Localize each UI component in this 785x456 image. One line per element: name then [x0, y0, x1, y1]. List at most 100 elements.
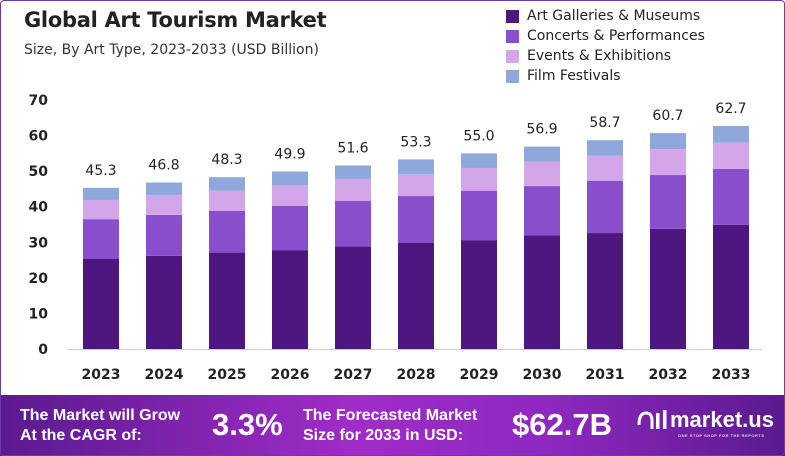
x-tick-label: 2032 [649, 367, 688, 383]
y-tick-label: 70 [29, 93, 49, 109]
legend-swatch [506, 49, 519, 63]
legend-item: Art Galleries & Museums [506, 6, 705, 26]
bar-segment-2026-s2 [272, 185, 308, 207]
bar-segment-2025-s1 [209, 210, 245, 253]
cagr-value: 3.3% [212, 407, 283, 442]
bar-segment-2032-s3 [650, 133, 686, 150]
x-tick-label: 2026 [271, 367, 310, 383]
legend-label: Concerts & Performances [527, 28, 705, 44]
bar-segment-2030-s1 [524, 186, 560, 236]
y-tick-label: 0 [38, 342, 48, 358]
bar-segment-2032-s1 [650, 175, 686, 229]
bar-segment-2032-s2 [650, 149, 686, 176]
data-label: 49.9 [274, 146, 305, 162]
legend-swatch [506, 29, 519, 43]
bar-segment-2031-s2 [587, 155, 623, 181]
forecast-label-line: The Forecasted Market [303, 407, 478, 424]
y-tick-label: 30 [29, 235, 49, 251]
data-label: 51.6 [337, 140, 368, 156]
bar-segment-2023-s1 [83, 219, 119, 260]
cagr-label-line: The Market will Grow [20, 407, 181, 424]
bar-segment-2027-s2 [335, 178, 371, 202]
legend-label: Events & Exhibitions [527, 48, 671, 64]
bar-segment-2028-s1 [398, 196, 434, 243]
bar-segment-2031-s1 [587, 180, 623, 234]
legend-swatch [506, 9, 519, 23]
data-label: 46.8 [148, 158, 179, 174]
data-label: 48.3 [211, 152, 242, 168]
x-tick-label: 2030 [523, 367, 562, 383]
bar-segment-2031-s0 [587, 233, 623, 349]
legend-label: Art Galleries & Museums [527, 8, 701, 24]
bar-segment-2031-s3 [587, 140, 623, 156]
chart-title: Global Art Tourism Market [24, 8, 327, 32]
bar-segment-2024-s1 [146, 214, 182, 256]
data-label: 60.7 [652, 108, 683, 124]
bar-segment-2027-s3 [335, 165, 371, 179]
x-tick-label: 2025 [208, 367, 247, 383]
bar-segment-2027-s0 [335, 246, 371, 349]
chart-plot: 01020304050607045.3202346.8202448.320254… [29, 93, 762, 383]
forecast-value: $62.7B [512, 407, 612, 442]
logo-tagline: ONE STOP SHOP FOR THE REPORTS [678, 433, 765, 438]
legend-label: Film Festivals [527, 68, 621, 84]
bar-segment-2033-s3 [713, 125, 749, 143]
bar-segment-2029-s0 [461, 240, 497, 349]
data-label: 45.3 [85, 163, 116, 179]
forecast-label-line: Size for 2033 in USD: [303, 427, 464, 444]
bar-segment-2029-s2 [461, 167, 497, 191]
data-label: 53.3 [400, 134, 431, 150]
bar-segment-2026-s1 [272, 206, 308, 251]
x-tick-label: 2024 [145, 367, 184, 383]
data-label: 62.7 [715, 101, 746, 117]
data-label: 56.9 [526, 122, 557, 138]
bar-segment-2030-s0 [524, 235, 560, 349]
cagr-label-line: At the CAGR of: [20, 427, 142, 444]
bar-segment-2024-s0 [146, 255, 182, 349]
bar-segment-2025-s2 [209, 190, 245, 211]
legend-item: Concerts & Performances [506, 26, 705, 46]
bar-segment-2026-s0 [272, 250, 308, 349]
bar-segment-2030-s2 [524, 161, 560, 187]
bar-segment-2025-s0 [209, 252, 245, 349]
y-tick-label: 10 [29, 306, 49, 322]
bar-segment-2023-s3 [83, 187, 119, 200]
bar-segment-2033-s0 [713, 224, 749, 349]
bar-segment-2029-s3 [461, 153, 497, 168]
bar-segment-2033-s1 [713, 169, 749, 225]
bar-segment-2027-s1 [335, 201, 371, 247]
chart-subtitle: Size, By Art Type, 2023-2033 (USD Billio… [24, 42, 319, 58]
bar-segment-2024-s2 [146, 194, 182, 215]
data-label: 55.0 [463, 128, 494, 144]
x-tick-label: 2031 [586, 367, 625, 383]
bar-segment-2028-s3 [398, 159, 434, 175]
y-tick-label: 40 [29, 200, 49, 216]
x-tick-label: 2023 [82, 367, 121, 383]
bar-segment-2030-s3 [524, 146, 560, 162]
market-us-logo: market.us ONE STOP SHOP FOR THE REPORTS [636, 407, 774, 438]
legend: Art Galleries & Museums Concerts & Perfo… [506, 6, 705, 86]
legend-swatch [506, 69, 519, 83]
logo-icon [637, 410, 667, 429]
y-tick-label: 60 [29, 129, 49, 145]
x-tick-label: 2029 [460, 367, 499, 383]
bar-segment-2033-s2 [713, 142, 749, 170]
x-tick-label: 2033 [712, 367, 751, 383]
bar-segment-2023-s0 [83, 259, 119, 349]
y-tick-label: 50 [29, 164, 49, 180]
logo-text: market.us [670, 407, 774, 432]
data-label: 58.7 [589, 115, 620, 131]
x-tick-label: 2027 [334, 367, 373, 383]
legend-item: Film Festivals [506, 66, 705, 86]
bar-segment-2023-s2 [83, 199, 119, 220]
forecast-label: The Forecasted Market Size for 2033 in U… [303, 406, 477, 446]
cagr-label: The Market will Grow At the CAGR of: [20, 406, 180, 446]
footer-banner: The Market will Grow At the CAGR of: 3.3… [0, 395, 785, 456]
x-tick-label: 2028 [397, 367, 436, 383]
bar-segment-2025-s3 [209, 177, 245, 191]
bar-segment-2028-s0 [398, 242, 434, 349]
bar-segment-2024-s3 [146, 182, 182, 195]
bar-segment-2028-s2 [398, 174, 434, 197]
bar-segment-2032-s0 [650, 228, 686, 349]
